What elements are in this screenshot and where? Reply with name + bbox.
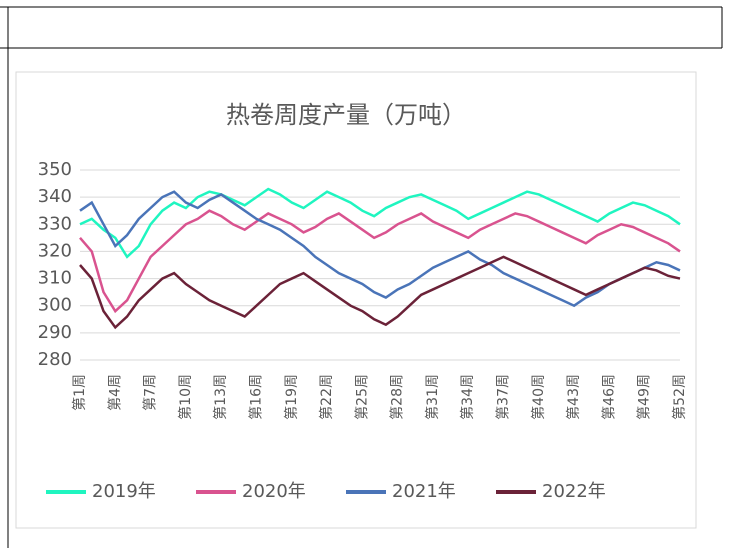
y-tick-label: 350 bbox=[38, 159, 72, 180]
x-tick-label: 第52周 bbox=[671, 374, 688, 420]
x-tick-label: 第4周 bbox=[106, 374, 123, 411]
x-tick-label: 第10周 bbox=[177, 374, 194, 420]
x-tick-label: 第34周 bbox=[459, 374, 476, 420]
x-tick-label: 第43周 bbox=[565, 374, 582, 420]
y-tick-label: 320 bbox=[38, 240, 72, 261]
x-tick-label: 第31周 bbox=[424, 374, 441, 420]
x-tick-label: 第7周 bbox=[142, 374, 159, 411]
y-tick-label: 330 bbox=[38, 213, 72, 234]
y-tick-label: 300 bbox=[38, 295, 72, 316]
legend-label: 2022年 bbox=[542, 481, 606, 502]
legend-label: 2019年 bbox=[92, 481, 156, 502]
x-tick-label: 第40周 bbox=[530, 374, 547, 420]
x-tick-label: 第1周 bbox=[71, 374, 88, 411]
x-tick-label: 第13周 bbox=[212, 374, 229, 420]
x-tick-label: 第25周 bbox=[353, 374, 370, 420]
y-tick-label: 340 bbox=[38, 186, 72, 207]
y-tick-label: 290 bbox=[38, 322, 72, 343]
x-tick-label: 第28周 bbox=[389, 374, 406, 420]
x-tick-label: 第22周 bbox=[318, 374, 335, 420]
chart-title: 热卷周度产量（万吨） bbox=[226, 101, 466, 129]
x-tick-label: 第19周 bbox=[283, 374, 300, 420]
x-tick-label: 第37周 bbox=[495, 374, 512, 420]
x-tick-label: 第49周 bbox=[636, 374, 653, 420]
legend-label: 2021年 bbox=[392, 481, 456, 502]
legend-label: 2020年 bbox=[242, 481, 306, 502]
series-line bbox=[79, 190, 681, 308]
x-tick-label: 第46周 bbox=[600, 374, 617, 420]
series-line bbox=[79, 187, 681, 259]
chart-panel bbox=[15, 71, 697, 529]
y-tick-label: 310 bbox=[38, 268, 72, 289]
x-tick-label: 第16周 bbox=[247, 374, 264, 420]
series-line bbox=[79, 255, 681, 330]
series-line bbox=[79, 209, 681, 314]
y-tick-label: 280 bbox=[38, 349, 72, 370]
